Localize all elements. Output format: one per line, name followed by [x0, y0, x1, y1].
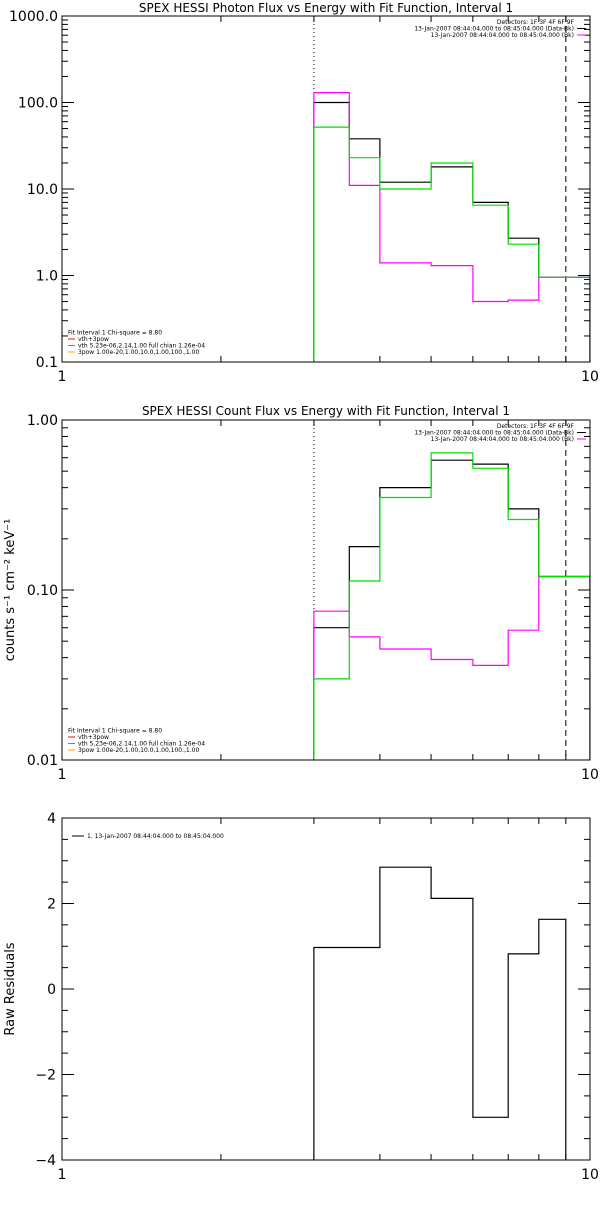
x-tick-label: 10 — [581, 767, 599, 783]
legend-entry: vth+3pow — [78, 336, 109, 343]
plot-frame — [61, 817, 591, 1161]
chart-title: SPEX HESSI Photon Flux vs Energy with Fi… — [139, 1, 513, 15]
y-tick-label: −2 — [35, 1068, 56, 1084]
y-axis-label: Raw Residuals — [3, 942, 18, 1035]
x-tick-label: 10 — [581, 369, 599, 385]
legend-entry: vth 5.23e-06,2.14,1.00 full chian 1.26e-… — [78, 343, 205, 350]
y-tick-label: 0.10 — [27, 583, 58, 599]
series-line — [313, 575, 590, 760]
legend-entry: 13-Jan-2007 08:44:04.000 to 08:45:04.000… — [414, 430, 574, 437]
y-tick-label: 100.0 — [18, 96, 58, 112]
x-tick-label: 1 — [58, 767, 67, 783]
y-tick-label: 10.0 — [27, 182, 58, 198]
series-line — [313, 866, 567, 1160]
residuals-panel: Raw Residuals 1 10 −4 −2 0 2 4 1. 13-Jan-2007 08… — [3, 811, 599, 1183]
x-tick-label: 1 — [58, 369, 67, 385]
legend-entry: 13-Jan-2007 08:44:04.000 to 08:45:04.000… — [431, 32, 574, 39]
series-line — [313, 126, 590, 362]
plot-frame — [61, 419, 591, 761]
legend-entry: 13-Jan-2007 08:44:04.000 to 08:45:04.000… — [431, 436, 574, 443]
legend-entry: Detectors: 1F 3F 4F 6F 9F — [497, 423, 575, 430]
series-line — [313, 452, 590, 760]
y-axis-label: counts s⁻¹ cm⁻² keV⁻¹ — [3, 519, 18, 662]
legend-entry: 13-Jan-2007 08:44:04.000 to 08:45:04.000… — [414, 26, 574, 33]
legend-entry: 3pow 1.00e-20,1.00,10.0,1.00,100.,1.00 — [78, 747, 199, 754]
legend-entry: Fit Interval 1 Chi-square = 8.80 — [68, 330, 162, 337]
y-tick-label: −4 — [35, 1153, 56, 1169]
y-tick-label: 1.00 — [27, 413, 58, 429]
legend-entry: Fit Interval 1 Chi-square = 8.80 — [68, 728, 162, 735]
y-tick-label: 1.0 — [36, 269, 58, 285]
chart-title: SPEX HESSI Count Flux vs Energy with Fit… — [142, 404, 510, 418]
photon-flux-panel: SPEX HESSI Photon Flux vs Energy with Fi… — [9, 1, 599, 385]
y-tick-label: 0 — [47, 982, 56, 998]
series-line — [313, 92, 590, 362]
y-tick-label: 1000.0 — [9, 9, 58, 25]
legend-entry: vth+3pow — [78, 734, 109, 741]
x-tick-label: 1 — [58, 1167, 67, 1183]
plot-frame — [61, 15, 591, 363]
y-tick-label: 2 — [47, 897, 56, 913]
legend-entry: 1. 13-Jan-2007 08:44:04.000 to 08:45:04.… — [87, 833, 224, 840]
x-tick-label: 10 — [581, 1167, 599, 1183]
y-tick-label: 0.01 — [27, 753, 58, 769]
legend-entry: vth 5.23e-06,2.14,1.00 full chian 1.26e-… — [78, 741, 205, 748]
count-flux-panel: SPEX HESSI Count Flux vs Energy with Fit… — [3, 404, 599, 783]
y-tick-label: 0.1 — [36, 355, 58, 371]
legend-entry: 3pow 1.00e-20,1.00,10.0,1.00,100.,1.00 — [78, 349, 199, 356]
series-line — [313, 459, 590, 760]
y-tick-label: 4 — [47, 811, 56, 827]
series-line — [313, 101, 590, 362]
legend-entry: Detectors: 1F 3F 4F 6F 9F — [497, 19, 575, 26]
